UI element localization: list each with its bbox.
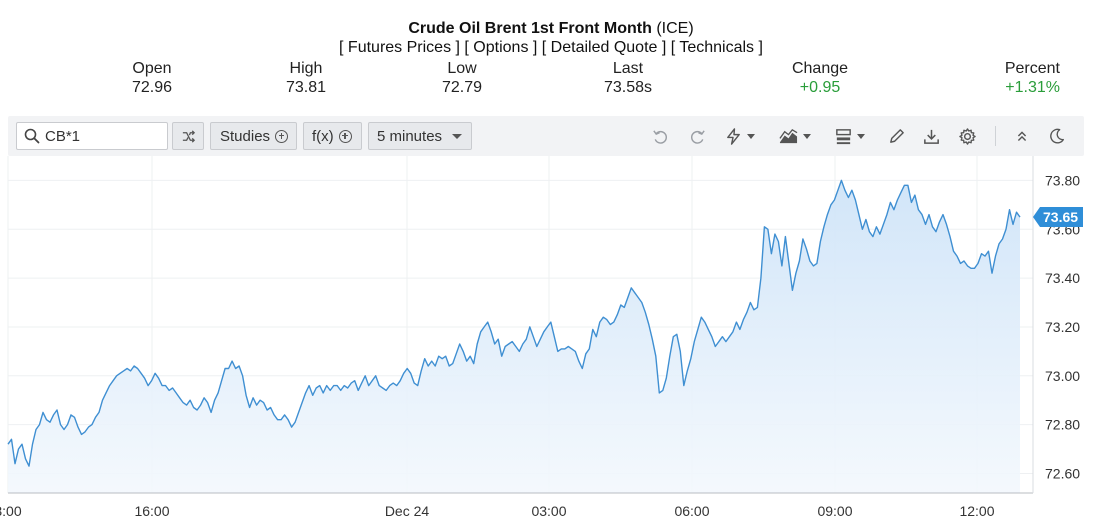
studies-label: Studies — [220, 127, 271, 145]
settings-button[interactable] — [958, 126, 977, 146]
theme-toggle[interactable] — [1048, 126, 1066, 146]
percent-label: Percent — [1004, 60, 1060, 77]
shuffle-icon — [182, 129, 195, 143]
layout-dropdown[interactable] — [834, 126, 865, 146]
last-price-label: 73.65 — [1043, 209, 1078, 225]
redo-button[interactable] — [688, 126, 707, 146]
low-stat: Low 72.79 — [422, 59, 502, 97]
y-tick-label: 73.80 — [1045, 172, 1080, 188]
chart-type-icon — [779, 128, 798, 143]
open-stat: Open 72.96 — [112, 59, 192, 97]
layout-icon — [836, 128, 851, 144]
high-value: 73.81 — [285, 79, 327, 96]
quote-links: [ Futures Prices ] [ Options ] [ Detaile… — [0, 39, 1102, 57]
undo-icon — [653, 129, 667, 144]
x-tick-label: Dec 24 — [385, 503, 430, 519]
y-tick-label: 72.80 — [1045, 417, 1080, 433]
percent-stat: Percent +1.31% — [980, 59, 1060, 97]
last-label: Last — [612, 60, 644, 77]
moon-icon — [1050, 128, 1064, 144]
price-line — [7, 179, 1021, 467]
price-area-fill — [8, 180, 1020, 493]
x-tick-label: 12:00 — [959, 503, 994, 519]
low-label: Low — [447, 60, 477, 77]
link-technicals[interactable]: [ Technicals ] — [670, 39, 763, 56]
toolbar-divider — [995, 126, 996, 146]
x-tick-label: 3:00 — [0, 503, 22, 519]
events-dropdown[interactable] — [724, 126, 755, 146]
symbol-search[interactable] — [16, 122, 168, 150]
interval-dropdown[interactable]: 5 minutes — [368, 122, 472, 150]
last-stat: Last 73.58s — [588, 59, 668, 97]
chart-type-dropdown[interactable] — [778, 126, 811, 146]
percent-value: +1.31% — [1005, 79, 1060, 96]
add-circle-icon — [338, 129, 352, 143]
y-tick-label: 73.20 — [1045, 319, 1080, 335]
collapse-button[interactable] — [1013, 126, 1031, 146]
download-button[interactable] — [922, 126, 941, 146]
link-futures-prices[interactable]: [ Futures Prices ] — [339, 39, 460, 56]
chart-title: Crude Oil Brent 1st Front Month (ICE) — [0, 20, 1102, 38]
y-tick-label: 73.00 — [1045, 368, 1080, 384]
x-axis: 3:00 16:00 Dec 24 03:00 06:00 09:00 12:0… — [0, 503, 995, 519]
chevron-down-icon — [857, 133, 865, 139]
low-value: 72.79 — [441, 79, 483, 96]
functions-button[interactable]: f(x) — [303, 122, 362, 150]
change-stat: Change +0.95 — [780, 59, 860, 97]
link-detailed-quote[interactable]: [ Detailed Quote ] — [541, 39, 667, 56]
interval-label: 5 minutes — [377, 127, 443, 145]
y-tick-label: 72.60 — [1045, 465, 1080, 481]
studies-button[interactable]: Studies — [210, 122, 297, 150]
high-stat: High 73.81 — [266, 59, 346, 97]
link-options[interactable]: [ Options ] — [464, 39, 538, 56]
functions-label: f(x) — [312, 127, 334, 145]
chevron-down-icon — [747, 133, 755, 139]
instrument-name: Crude Oil Brent 1st Front Month — [408, 20, 652, 37]
open-label: Open — [132, 60, 172, 77]
download-icon — [924, 129, 939, 144]
chevron-down-icon — [803, 133, 811, 139]
x-tick-label: 06:00 — [674, 503, 709, 519]
exchange-label: (ICE) — [656, 20, 694, 37]
change-value: +0.95 — [799, 79, 841, 96]
pencil-icon — [890, 128, 904, 143]
add-circle-icon — [275, 129, 289, 143]
redo-icon — [691, 129, 705, 144]
last-value: 73.58s — [603, 79, 653, 96]
undo-button[interactable] — [651, 126, 670, 146]
collapse-up-icon — [1017, 131, 1027, 142]
chart-toolbar: Studies f(x) 5 minutes — [8, 116, 1084, 156]
open-value: 72.96 — [131, 79, 173, 96]
draw-button[interactable] — [887, 126, 906, 146]
high-label: High — [289, 60, 323, 77]
search-icon — [24, 128, 40, 144]
symbol-input[interactable] — [45, 127, 155, 145]
lightning-icon — [727, 127, 740, 145]
x-tick-label: 16:00 — [134, 503, 169, 519]
x-tick-label: 03:00 — [531, 503, 566, 519]
chevron-down-icon — [452, 133, 463, 139]
gear-icon — [959, 127, 976, 145]
y-tick-label: 73.40 — [1045, 270, 1080, 286]
compare-button[interactable] — [172, 122, 204, 150]
price-chart[interactable]: 73.80 73.60 73.40 73.20 73.00 72.80 72.6… — [0, 156, 1102, 523]
x-tick-label: 09:00 — [817, 503, 852, 519]
last-price-tag: 73.65 — [1033, 207, 1083, 228]
change-label: Change — [791, 60, 849, 77]
